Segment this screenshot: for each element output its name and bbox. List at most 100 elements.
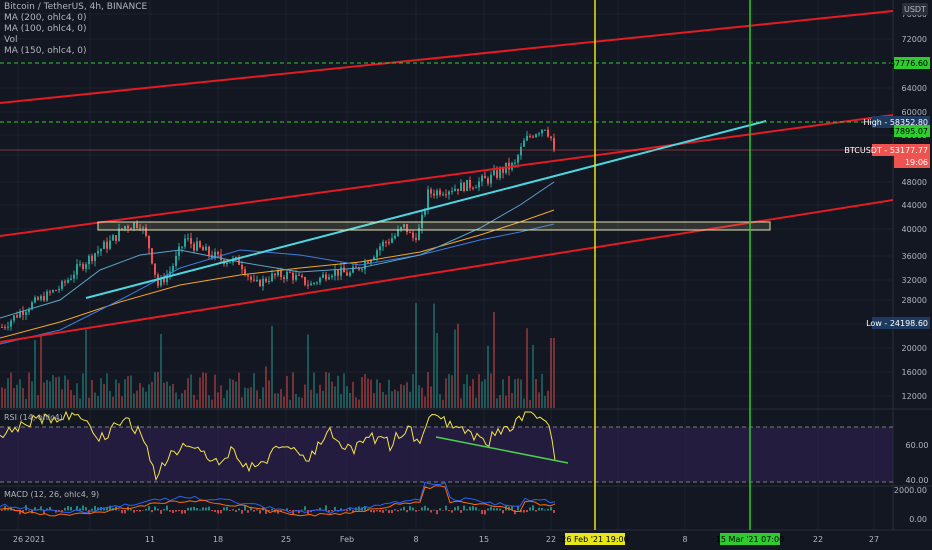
macd-bar	[334, 506, 336, 511]
macd-bar	[283, 510, 285, 511]
macd-bar	[535, 510, 537, 512]
volume-bar	[550, 338, 552, 408]
candle-body	[460, 182, 462, 191]
indicator-vol[interactable]: Vol	[4, 35, 18, 45]
price-tick: 44000	[902, 201, 927, 210]
macd-bar	[271, 508, 273, 511]
macd-bar	[487, 508, 489, 511]
volume-bar	[382, 391, 384, 408]
candle-body	[148, 235, 150, 249]
macd-bar	[352, 510, 354, 513]
candle-body	[373, 257, 375, 260]
macd-bar	[541, 507, 543, 511]
candle-body	[82, 263, 84, 269]
macd-bar	[331, 510, 333, 512]
rsi-tick: 60.00	[906, 441, 929, 450]
volume-bar	[127, 376, 129, 408]
price-tag: 57895.07	[890, 125, 930, 137]
macd-bar	[406, 510, 408, 513]
candle-body	[448, 191, 450, 195]
candle-body	[67, 279, 69, 283]
macd-bar	[190, 507, 192, 511]
volume-bar	[166, 381, 168, 408]
volume-bar	[139, 383, 141, 408]
volume-bar	[97, 395, 99, 408]
candle-body	[151, 248, 153, 264]
volume-bar	[190, 374, 192, 408]
candle-body	[118, 228, 120, 241]
price-tag-text: 67776.60	[890, 59, 928, 68]
macd-bar	[445, 505, 447, 511]
ma100-line	[0, 223, 555, 345]
volume-bar	[271, 325, 273, 408]
indicator-ma200[interactable]: MA (200, ohlc4, 0)	[4, 13, 87, 23]
rsi-label: RSI (14, ohlc4)	[4, 413, 63, 422]
macd-bar	[226, 506, 228, 511]
volume-bar	[226, 390, 228, 408]
macd-bar	[499, 508, 501, 511]
price-tick: 32000	[902, 276, 927, 285]
candle-body	[322, 274, 324, 278]
macd-line	[0, 481, 556, 514]
indicator-ma100[interactable]: MA (100, ohlc4, 0)	[4, 24, 87, 34]
candle-body	[7, 326, 9, 328]
macd-bar	[166, 505, 168, 511]
volume-bar	[202, 372, 204, 408]
volume-bar	[331, 381, 333, 408]
macd-bar	[280, 510, 282, 512]
macd-bar	[391, 510, 393, 514]
candle-body	[445, 194, 447, 196]
volume-bar	[163, 382, 165, 408]
volume-bar	[244, 387, 246, 408]
candle-body	[106, 241, 108, 249]
volume-bar	[451, 375, 453, 408]
candle-body	[394, 235, 396, 239]
volume-bar	[538, 392, 540, 408]
macd-bar	[475, 507, 477, 511]
support-zone	[97, 221, 771, 231]
volume-bar	[298, 396, 300, 408]
x-tick: 22	[813, 535, 823, 544]
macd-bar	[550, 507, 552, 511]
candle-body	[163, 277, 165, 283]
macd-bar	[220, 510, 222, 514]
indicator-ma150[interactable]: MA (150, ohlc4, 0)	[4, 46, 87, 56]
macd-bar	[253, 510, 255, 512]
candle-body	[490, 174, 492, 184]
candle-body	[112, 235, 114, 241]
macd-bar	[298, 510, 300, 514]
volume-bar	[481, 381, 483, 408]
candle-body	[49, 291, 51, 293]
date-tag-bg	[720, 533, 780, 545]
volume-bar	[274, 393, 276, 408]
volume-bar	[247, 388, 249, 408]
volume-bar	[34, 340, 36, 408]
macd-bar	[223, 507, 225, 511]
volume-bar	[130, 375, 132, 408]
candle-body	[268, 281, 270, 283]
volume-bar	[70, 390, 72, 408]
candle-body	[463, 182, 465, 192]
candle-body	[121, 228, 123, 230]
volume-bar	[145, 391, 147, 408]
volume-bar	[118, 383, 120, 408]
symbol-title[interactable]: Bitcoin / TetherUS, 4h, BINANCE	[4, 2, 148, 12]
volume-bar	[229, 378, 231, 408]
macd-bar	[412, 507, 414, 511]
macd-bar	[82, 505, 84, 511]
macd-bar	[289, 510, 291, 512]
x-tick: 2021	[25, 535, 45, 544]
macd-bar	[148, 506, 150, 511]
candle-body	[451, 191, 453, 193]
candle-body	[544, 129, 546, 131]
candle-body	[442, 194, 444, 196]
price-tag: 67776.60	[890, 57, 930, 69]
macd-bar	[523, 510, 525, 513]
macd-bar	[370, 510, 372, 513]
macd-bar	[388, 510, 390, 514]
macd-bar	[493, 508, 495, 511]
volume-bar	[100, 378, 102, 408]
candle-body	[466, 179, 468, 192]
macd-bar	[448, 510, 450, 512]
